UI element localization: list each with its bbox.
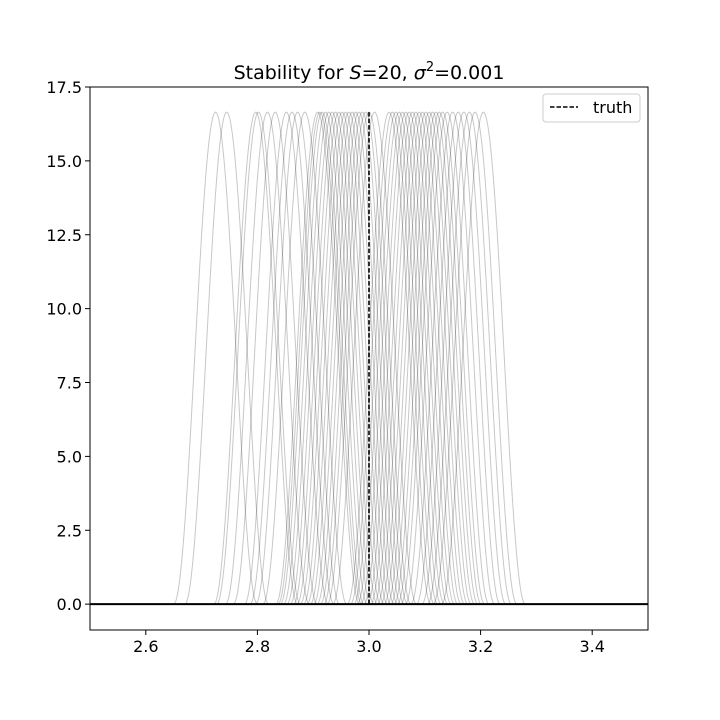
title-sigma-symbol: σ <box>414 62 427 84</box>
y-tick-label-1: 2.5 <box>57 521 82 540</box>
posterior-curve-49 <box>427 111 512 605</box>
posterior-curve-36 <box>373 111 459 605</box>
posterior-curve-40 <box>387 111 472 605</box>
posterior-curve-22 <box>313 111 398 605</box>
x-tick-label-3: 3.2 <box>468 637 493 656</box>
posterior-curve-4 <box>225 111 310 605</box>
posterior-curve-50 <box>432 111 518 605</box>
title-s-symbol: S <box>350 62 362 84</box>
posterior-curve-29 <box>350 111 435 605</box>
posterior-curve-26 <box>326 111 412 605</box>
posterior-curve-39 <box>383 111 469 605</box>
posterior-curve-24 <box>320 111 405 605</box>
posterior-curve-21 <box>310 111 395 605</box>
posterior-curve-18 <box>300 111 385 605</box>
y-tick-label-7: 17.5 <box>46 78 82 97</box>
chart-title: Stability for S=20, σ2=0.001 <box>234 60 505 84</box>
posterior-curve-44 <box>400 111 485 605</box>
legend: truth <box>542 93 641 123</box>
posterior-curve-33 <box>363 111 448 605</box>
posterior-curve-48 <box>421 111 507 605</box>
legend-truth-label: truth <box>593 98 632 117</box>
y-tick-label-6: 15.0 <box>46 152 82 171</box>
posterior-curves <box>173 111 526 605</box>
x-axis: 2.6 2.8 3.0 3.2 3.4 <box>133 630 605 656</box>
posterior-curve-32 <box>360 111 445 605</box>
posterior-curve-3 <box>216 111 301 605</box>
posterior-curve-37 <box>377 111 462 605</box>
x-tick-label-2: 3.0 <box>356 637 381 656</box>
posterior-curve-42 <box>393 111 479 605</box>
y-tick-label-4: 10.0 <box>46 300 82 319</box>
x-tick-label-1: 2.8 <box>245 637 270 656</box>
y-tick-label-3: 7.5 <box>57 374 82 393</box>
posterior-curve-2 <box>213 111 298 605</box>
x-tick-label-4: 3.4 <box>579 637 604 656</box>
posterior-curve-34 <box>367 111 452 605</box>
posterior-curve-30 <box>353 111 438 605</box>
posterior-curve-9 <box>262 111 347 605</box>
posterior-curve-13 <box>283 111 368 605</box>
posterior-curve-28 <box>346 111 432 605</box>
posterior-curve-15 <box>290 111 375 605</box>
posterior-curve-16 <box>293 111 378 605</box>
title-sigma-exp: 2 <box>426 60 434 75</box>
posterior-curve-10 <box>275 111 360 605</box>
title-s-value: =20, <box>362 62 414 84</box>
chart-overlay <box>90 110 648 606</box>
posterior-curve-38 <box>380 111 465 605</box>
posterior-curve-6 <box>244 111 329 605</box>
posterior-curve-47 <box>416 111 501 605</box>
posterior-curve-46 <box>410 111 495 605</box>
posterior-curve-43 <box>397 111 482 605</box>
posterior-curve-8 <box>255 111 340 605</box>
posterior-curve-19 <box>303 111 388 605</box>
y-tick-label-0: 0.0 <box>57 595 82 614</box>
posterior-curve-41 <box>390 111 475 605</box>
posterior-curve-31 <box>356 111 442 605</box>
legend-box <box>542 93 641 123</box>
posterior-curve-23 <box>316 111 402 605</box>
posterior-curve-12 <box>279 111 365 605</box>
y-tick-label-2: 5.0 <box>57 447 82 466</box>
y-tick-label-5: 12.5 <box>46 226 82 245</box>
posterior-curve-7 <box>249 111 335 605</box>
title-prefix: Stability for <box>234 62 350 84</box>
posterior-curve-14 <box>286 111 371 605</box>
posterior-curve-51 <box>441 111 526 605</box>
y-axis: 0.0 2.5 5.0 7.5 10.0 12.5 15.0 17.5 <box>46 78 90 614</box>
posterior-curve-5 <box>233 111 318 605</box>
posterior-curve-17 <box>296 111 382 605</box>
posterior-curve-0 <box>173 111 258 605</box>
x-tick-label-0: 2.6 <box>133 637 158 656</box>
posterior-curve-45 <box>404 111 490 605</box>
posterior-curve-35 <box>370 111 455 605</box>
posterior-curve-25 <box>323 111 408 605</box>
title-sigma-value: =0.001 <box>434 62 504 84</box>
posterior-curve-20 <box>306 111 392 605</box>
posterior-curve-1 <box>184 111 269 605</box>
posterior-curve-11 <box>277 111 363 605</box>
posterior-curve-27 <box>332 111 417 605</box>
